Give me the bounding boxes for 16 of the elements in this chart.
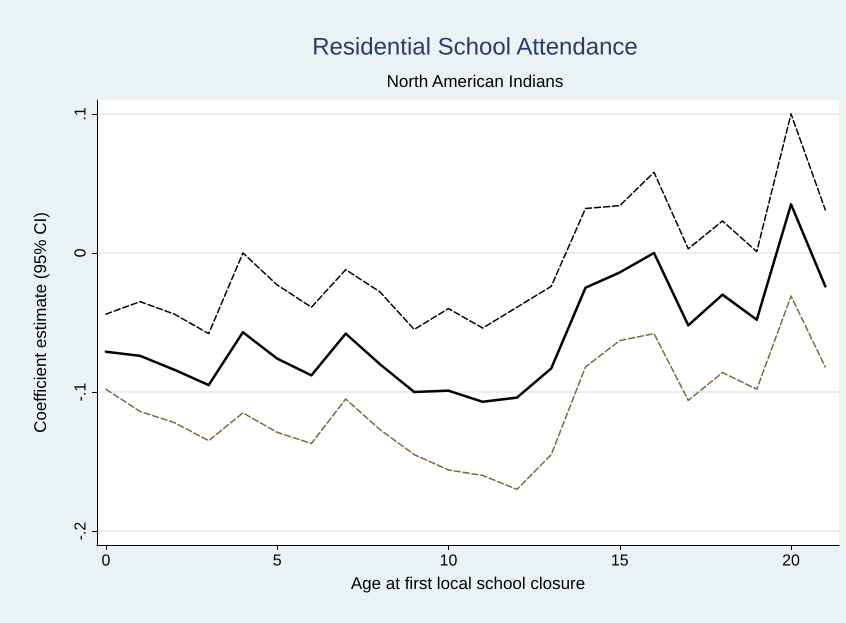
line-series	[105, 295, 826, 490]
chart-title: Residential School Attendance	[312, 34, 638, 60]
x-tick-label: 15	[610, 552, 629, 570]
y-tick-label: .1	[72, 107, 90, 121]
y-tick-label: -.1	[72, 382, 90, 402]
x-tick-label: 10	[440, 552, 458, 570]
line-series	[105, 113, 826, 334]
x-tick-label: 5	[272, 552, 282, 570]
x-tick-label: 20	[782, 552, 800, 570]
x-tick-label: 0	[101, 552, 110, 570]
y-tick-label: -.2	[72, 522, 90, 540]
y-axis-title: Coefficient estimate (95% CI)	[31, 212, 50, 433]
chart-subtitle: North American Indians	[386, 72, 564, 91]
x-axis-title: Age at first local school closure	[350, 574, 586, 593]
line-series	[104, 203, 827, 404]
y-tick-label: 0	[72, 248, 90, 258]
